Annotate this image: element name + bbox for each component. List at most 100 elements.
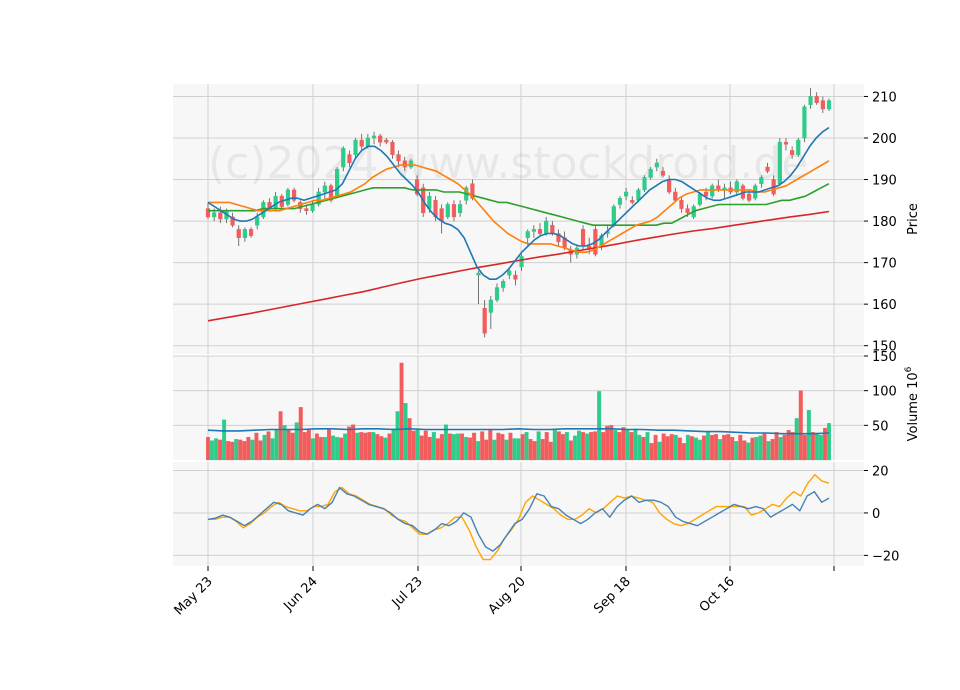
y-tick-label: 50 (872, 419, 889, 434)
candle-body (248, 229, 254, 236)
volume-bar (786, 430, 791, 461)
volume-bar (714, 434, 719, 461)
candle-body (316, 191, 321, 205)
volume-bar (355, 432, 360, 461)
volume-bar (726, 434, 731, 461)
candle-body (531, 229, 536, 232)
candle-body (457, 204, 463, 214)
volume-bar (633, 428, 638, 461)
volume-bar (270, 438, 275, 461)
volume-bar (613, 430, 618, 461)
volume-bar (363, 432, 368, 461)
candle-body (544, 220, 549, 234)
volume-bar (798, 390, 803, 461)
candle-body (335, 168, 340, 197)
volume-bar (548, 441, 553, 461)
volume-bar (818, 434, 823, 461)
volume-bar (278, 411, 283, 461)
y-tick-label: 170 (872, 257, 897, 272)
volume-bar (790, 432, 795, 461)
volume-bar (439, 434, 444, 461)
volume-bar (480, 431, 485, 461)
volume-bar (560, 434, 565, 461)
volume-bar (597, 391, 602, 461)
volume-bar (520, 434, 525, 461)
volume-bar (379, 436, 384, 461)
volume-axis-title: Volume 106 (904, 366, 921, 441)
volume-bar (504, 439, 509, 461)
volume-bar (605, 425, 610, 461)
candle-body (765, 166, 770, 172)
volume-bar (593, 431, 598, 461)
volume-bar (673, 434, 678, 461)
volume-bar (206, 436, 210, 461)
volume-bar (738, 434, 743, 461)
volume-bar (399, 362, 404, 461)
candle-body (556, 233, 561, 243)
volume-bar (250, 439, 255, 461)
volume-bar (246, 436, 251, 461)
volume-bar (754, 436, 759, 461)
volume-bar (274, 429, 279, 461)
volume-bar (685, 434, 690, 461)
volume-bar (375, 434, 380, 461)
volume-bar (710, 434, 715, 461)
volume-bar (601, 432, 606, 461)
volume-bar (286, 429, 291, 461)
volume-bar (456, 433, 460, 461)
candle-body (482, 308, 487, 334)
volume-bar (290, 432, 295, 461)
volume-bar (641, 436, 646, 461)
volume-bar (331, 435, 335, 461)
volume-bar (794, 418, 799, 461)
candle-body (507, 270, 512, 276)
candle-body (384, 139, 389, 143)
volume-bar (335, 436, 340, 461)
volume-bar (266, 431, 271, 461)
volume-bar (823, 427, 827, 461)
candle-body (525, 231, 530, 238)
volume-bar (702, 435, 706, 461)
watermark: (c)2024 www.stockdroid.de (208, 138, 808, 189)
candle-body (451, 204, 457, 218)
volume-bar (778, 436, 783, 461)
candle-body (611, 206, 616, 226)
volume-bar (782, 434, 787, 461)
candle-body (648, 168, 653, 178)
candle-body (414, 179, 420, 195)
volume-bar (488, 429, 493, 461)
volume-bar (415, 429, 420, 461)
volume-bar (629, 432, 634, 461)
y-tick-label: 0 (872, 507, 880, 522)
volume-bar (552, 428, 557, 461)
volume-bar (661, 433, 666, 461)
volume-bar (407, 418, 412, 461)
volume-bar (653, 434, 658, 461)
volume-bar (657, 441, 662, 461)
candle-body (347, 154, 352, 164)
volume-bar (351, 424, 356, 461)
candle-body (624, 191, 629, 197)
volume-bar (423, 430, 428, 461)
volume-bar (306, 429, 311, 461)
candle-body (322, 185, 327, 193)
volume-bar (669, 434, 674, 461)
volume-bar (556, 431, 561, 461)
macd-line (207, 486, 830, 552)
candle-body (685, 208, 690, 214)
candle-body (341, 148, 346, 168)
volume-bar (693, 437, 698, 461)
candle-body (365, 137, 370, 147)
volume-bar (637, 434, 642, 461)
x-tick-label: Jul 23 (389, 574, 426, 611)
candle-body (814, 96, 819, 103)
volume-bar (492, 439, 497, 461)
candle-body (273, 195, 278, 209)
volume-bar (806, 409, 811, 461)
volume-bar (649, 443, 654, 461)
volume-bar (722, 434, 727, 461)
candle-body (710, 185, 715, 197)
volume-bar (403, 402, 408, 461)
candle-body (673, 191, 678, 201)
y-tick-label: −20 (872, 549, 899, 564)
